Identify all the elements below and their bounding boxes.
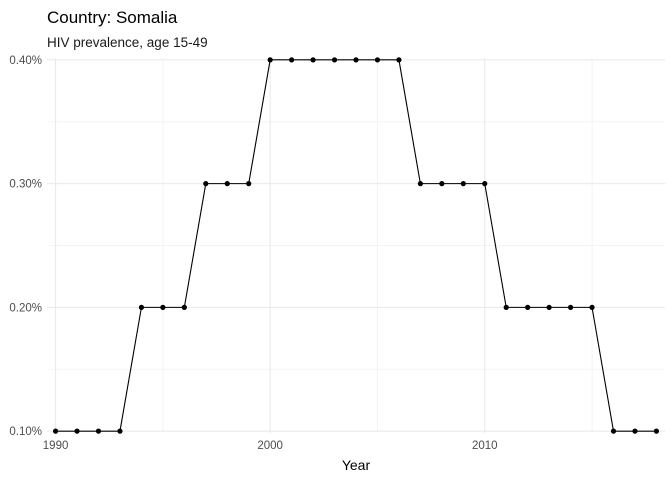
y-tick-labels: 0.10% 0.20% 0.30% 0.40% bbox=[9, 55, 42, 438]
y-tick-label: 0.20% bbox=[9, 302, 42, 314]
data-point bbox=[439, 181, 445, 187]
x-tick-label: 2000 bbox=[257, 440, 283, 452]
data-point bbox=[160, 304, 166, 310]
data-point bbox=[289, 57, 295, 63]
data-point bbox=[610, 428, 617, 434]
data-point bbox=[117, 428, 123, 434]
data-points bbox=[52, 57, 660, 434]
chart-title: Country: Somalia bbox=[47, 8, 178, 27]
data-point bbox=[267, 57, 273, 63]
data-point bbox=[138, 304, 145, 310]
data-point bbox=[310, 57, 316, 63]
y-tick-label: 0.40% bbox=[9, 55, 42, 67]
x-tick-label: 2010 bbox=[472, 440, 498, 452]
y-tick-label: 0.10% bbox=[9, 426, 42, 438]
data-point bbox=[52, 428, 59, 434]
data-point bbox=[374, 57, 381, 63]
data-point bbox=[460, 181, 466, 187]
data-point bbox=[417, 181, 423, 187]
data-point bbox=[224, 181, 230, 187]
data-point bbox=[589, 304, 595, 310]
x-tick-labels: 1990 2000 2010 bbox=[43, 440, 498, 452]
data-point bbox=[95, 428, 102, 434]
data-point bbox=[653, 428, 660, 434]
data-point bbox=[482, 181, 488, 187]
data-point bbox=[396, 57, 402, 63]
data-point bbox=[503, 304, 509, 310]
chart-subtitle: HIV prevalence, age 15-49 bbox=[47, 35, 208, 50]
y-tick-label: 0.30% bbox=[9, 179, 42, 191]
x-axis-label: Year bbox=[342, 457, 371, 473]
data-point bbox=[74, 428, 80, 434]
data-point bbox=[331, 57, 338, 63]
data-point bbox=[181, 304, 187, 310]
data-point bbox=[546, 304, 552, 310]
x-tick-label: 1990 bbox=[43, 440, 69, 452]
data-point bbox=[632, 428, 638, 434]
data-point bbox=[203, 181, 209, 187]
minor-gridlines bbox=[47, 58, 665, 433]
data-point bbox=[353, 57, 359, 63]
data-point bbox=[567, 304, 574, 310]
data-point bbox=[246, 181, 252, 187]
data-point bbox=[525, 304, 531, 310]
